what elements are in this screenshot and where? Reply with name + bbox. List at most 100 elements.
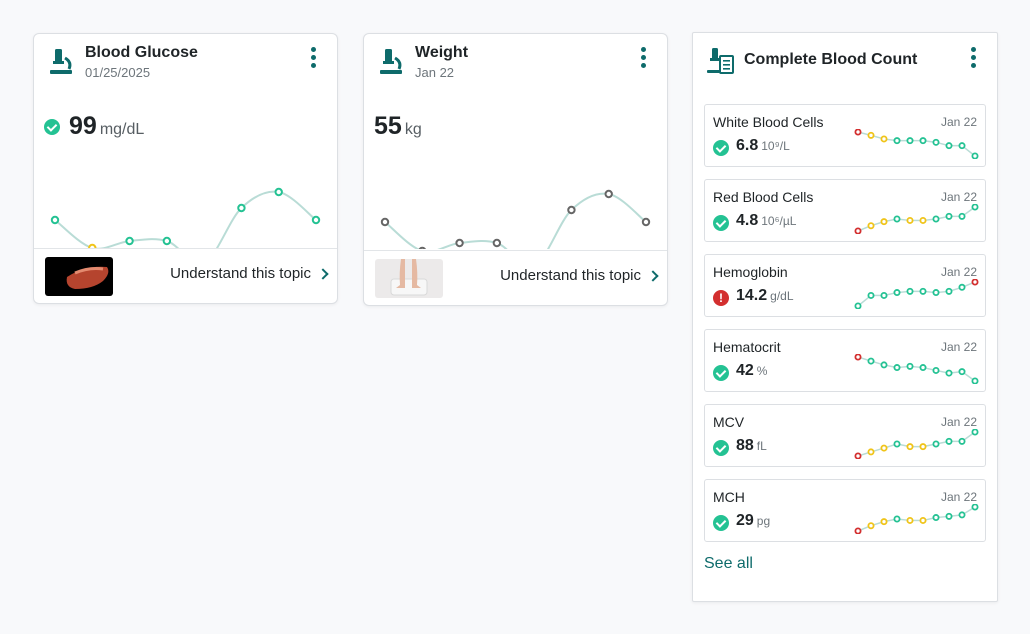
sparkline-point xyxy=(893,515,901,523)
sparkline-point xyxy=(880,291,888,299)
data-point[interactable] xyxy=(311,215,321,225)
result-date: Jan 22 xyxy=(940,115,977,129)
value-number: 99 xyxy=(69,112,97,140)
result-date: Jan 22 xyxy=(940,190,977,204)
sparkline-point xyxy=(919,516,927,524)
lab-result-row[interactable]: MCV Jan 22 88 fL xyxy=(704,404,986,467)
sparkline-point xyxy=(932,215,940,223)
result-value: 14.2g/dL xyxy=(713,287,794,309)
trend-line xyxy=(384,192,647,249)
sparkline-point xyxy=(945,212,953,220)
data-point[interactable] xyxy=(455,238,464,248)
result-name: White Blood Cells xyxy=(713,114,824,130)
sparkline-point xyxy=(906,216,914,224)
card-title: Complete Blood Count xyxy=(744,51,918,68)
card-title: Blood Glucose xyxy=(85,44,198,61)
value-number: 14.2 xyxy=(736,287,768,304)
data-point[interactable] xyxy=(237,203,246,213)
card-title: Weight xyxy=(415,44,469,61)
value-unit: pg xyxy=(756,514,771,528)
sparkline xyxy=(854,504,979,534)
sparkline-point xyxy=(919,216,927,224)
lab-report-icon xyxy=(707,48,734,74)
trend-chart xyxy=(380,189,651,249)
lab-result-row[interactable]: Hematocrit Jan 22 42% xyxy=(704,329,986,392)
latest-value: 55 kg xyxy=(374,112,422,142)
sparkline-point xyxy=(906,362,914,370)
value-unit: 10⁹/L xyxy=(761,139,790,153)
check-icon xyxy=(713,140,729,156)
data-point[interactable] xyxy=(274,187,283,197)
check-icon xyxy=(44,119,60,135)
sparkline-point xyxy=(893,215,901,223)
alert-icon xyxy=(713,290,729,306)
sparkline-point xyxy=(854,302,862,309)
lab-result-row[interactable]: MCH Jan 22 29 pg xyxy=(704,479,986,542)
card-header: Weight Jan 22 xyxy=(364,34,667,124)
result-date: Jan 22 xyxy=(940,415,977,429)
sparkline-point xyxy=(854,354,862,361)
sparkline-point xyxy=(958,511,966,519)
sparkline-point xyxy=(880,518,888,526)
result-value: 6.8 10⁹/L xyxy=(713,137,790,159)
more-options-icon[interactable] xyxy=(631,45,655,71)
data-point[interactable] xyxy=(604,189,613,199)
sparkline-point xyxy=(932,366,940,374)
sparkline xyxy=(854,204,979,234)
sparkline-point xyxy=(919,137,927,145)
sparkline-point xyxy=(880,444,888,452)
sparkline-point xyxy=(971,429,979,436)
data-point[interactable] xyxy=(380,217,390,227)
result-value: 88 fL xyxy=(713,437,767,459)
sparkline-point xyxy=(971,377,979,384)
card-date: Jan 22 xyxy=(415,65,455,80)
chevron-right-icon xyxy=(647,270,659,282)
sparkline-point xyxy=(867,522,875,530)
data-point[interactable] xyxy=(162,236,172,246)
sparkline-point xyxy=(945,512,953,520)
data-point[interactable] xyxy=(50,215,60,225)
sparkline-point xyxy=(893,289,901,297)
value-unit: kg xyxy=(404,121,422,138)
lab-result-row[interactable]: Hemoglobin Jan 22 14.2g/dL xyxy=(704,254,986,317)
value-number: 88 xyxy=(736,437,754,454)
value-number: 4.8 xyxy=(736,212,759,229)
card-date: 01/25/2025 xyxy=(85,65,151,80)
sparkline-point xyxy=(854,527,862,534)
more-options-icon[interactable] xyxy=(961,45,985,71)
data-point[interactable] xyxy=(641,217,651,227)
topic-thumbnail xyxy=(375,259,443,298)
sparkline-point xyxy=(971,152,979,159)
sparkline-point xyxy=(906,443,914,451)
value-number: 55 xyxy=(374,112,402,140)
data-point[interactable] xyxy=(567,205,576,215)
weight-card[interactable]: Weight Jan 22 55 kg Understand this topi… xyxy=(363,33,668,306)
sparkline-point xyxy=(867,222,875,230)
more-options-icon[interactable] xyxy=(301,45,325,71)
sparkline-point xyxy=(932,514,940,522)
sparkline-point xyxy=(867,131,875,139)
result-value: 42% xyxy=(713,362,767,384)
understand-topic-link[interactable]: Understand this topic xyxy=(170,265,329,282)
value-unit: 10⁶/µL xyxy=(761,214,797,228)
sparkline-point xyxy=(958,437,966,445)
sparkline-point xyxy=(867,291,875,299)
sparkline-point xyxy=(945,437,953,445)
chevron-right-icon xyxy=(317,268,329,280)
sparkline-point xyxy=(893,364,901,372)
data-point[interactable] xyxy=(125,236,134,246)
check-icon xyxy=(713,440,729,456)
see-all-link[interactable]: See all xyxy=(704,555,753,572)
result-name: Hematocrit xyxy=(713,339,781,355)
data-point[interactable] xyxy=(492,238,502,248)
lab-result-row[interactable]: Red Blood Cells Jan 22 4.8 10⁶/µL xyxy=(704,179,986,242)
sparkline-point xyxy=(945,142,953,150)
value-unit: fL xyxy=(756,439,767,453)
data-point[interactable] xyxy=(418,246,426,249)
sparkline-point xyxy=(893,137,901,145)
blood-glucose-card[interactable]: Blood Glucose 01/25/2025 99 mg/dL Unders… xyxy=(33,33,338,304)
lab-result-row[interactable]: White Blood Cells Jan 22 6.8 10⁹/L xyxy=(704,104,986,167)
sparkline-point xyxy=(906,516,914,524)
sparkline-point xyxy=(971,204,979,211)
understand-topic-link[interactable]: Understand this topic xyxy=(500,267,659,284)
